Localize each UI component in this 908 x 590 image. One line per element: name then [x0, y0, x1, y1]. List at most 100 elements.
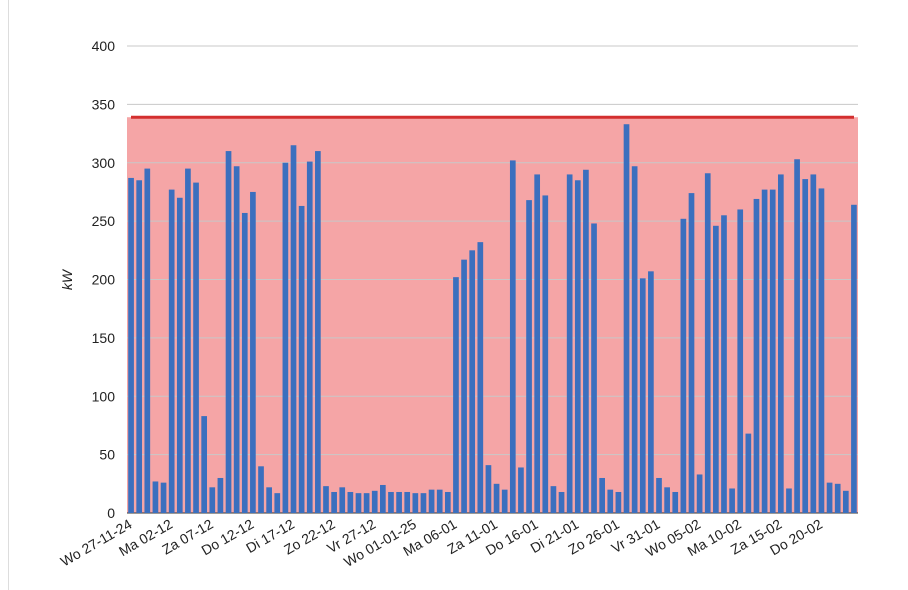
- bar: [574, 180, 581, 513]
- bar: [664, 487, 670, 513]
- bar: [851, 204, 857, 513]
- bar: [745, 433, 752, 513]
- bar: [501, 489, 508, 513]
- bar: [599, 477, 605, 513]
- bar: [721, 215, 727, 513]
- bar: [298, 205, 305, 513]
- bar: [363, 493, 370, 513]
- bar: [453, 277, 459, 513]
- bar: [282, 162, 289, 513]
- y-tick-label: 0: [107, 505, 115, 521]
- bar: [412, 493, 419, 513]
- bar: [615, 491, 622, 513]
- bar: [786, 488, 792, 513]
- bar: [217, 477, 224, 513]
- bar: [144, 168, 151, 513]
- y-axis-label: kW: [59, 268, 75, 290]
- bar: [420, 493, 427, 513]
- bar: [704, 173, 711, 513]
- bar: [241, 212, 248, 513]
- bar: [436, 489, 443, 513]
- bar: [136, 180, 143, 513]
- bar: [168, 189, 175, 514]
- bar: [404, 491, 411, 513]
- bar: [266, 487, 272, 513]
- y-tick-label: 400: [92, 38, 116, 54]
- bar: [485, 465, 492, 513]
- bar: [550, 486, 557, 513]
- bar: [656, 477, 662, 513]
- y-tick-label: 250: [92, 213, 116, 229]
- bar: [444, 491, 451, 513]
- bar: [729, 488, 735, 513]
- y-tick-label: 350: [92, 96, 116, 112]
- bar: [518, 467, 524, 513]
- bar: [193, 182, 199, 513]
- bar: [810, 174, 817, 514]
- bar: [834, 483, 841, 513]
- y-tick-label: 200: [92, 272, 116, 288]
- bar: [526, 200, 532, 514]
- bar: [566, 174, 573, 514]
- bar: [802, 179, 809, 513]
- bar: [388, 491, 394, 513]
- bar: [339, 487, 346, 513]
- bar: [509, 160, 516, 514]
- bar: [777, 174, 784, 514]
- bar: [315, 151, 321, 513]
- bar: [176, 197, 183, 513]
- bar: [672, 491, 679, 513]
- bar: [591, 223, 597, 513]
- bar: [842, 490, 849, 513]
- bar: [737, 209, 744, 513]
- bar: [355, 493, 362, 513]
- bar: [623, 124, 630, 513]
- y-tick-label: 50: [99, 447, 115, 463]
- bar: [753, 198, 760, 513]
- bar: [347, 491, 354, 513]
- bar: [631, 166, 638, 513]
- bar: [250, 191, 256, 513]
- bar: [688, 193, 695, 514]
- bar: [761, 189, 768, 514]
- bar: [209, 487, 216, 513]
- bar: [469, 250, 476, 513]
- bar: [696, 474, 703, 513]
- bar: [607, 489, 614, 513]
- bar: [160, 482, 167, 513]
- bar: [290, 145, 297, 514]
- bar: [331, 491, 337, 513]
- bar: [258, 466, 264, 513]
- bar: [534, 174, 541, 514]
- bar: [225, 151, 232, 513]
- bar: [680, 218, 687, 514]
- bar: [396, 491, 402, 513]
- bar: [542, 195, 549, 513]
- bar: [380, 484, 386, 513]
- bar: [461, 259, 467, 513]
- bar: [428, 489, 435, 513]
- y-tick-label: 300: [92, 155, 116, 171]
- bar: [639, 278, 646, 513]
- bar: [583, 169, 589, 513]
- bar: [274, 493, 281, 513]
- y-tick-label: 100: [92, 388, 116, 404]
- bar: [371, 490, 378, 513]
- bar: [323, 486, 329, 513]
- threshold-area: [127, 117, 858, 513]
- bar: [185, 168, 191, 513]
- bar: [558, 491, 565, 513]
- bar: [826, 482, 833, 513]
- bar: [477, 242, 484, 513]
- y-tick-label: 150: [92, 330, 116, 346]
- bar: [818, 188, 825, 513]
- bar: [713, 225, 719, 514]
- bar: [648, 271, 654, 513]
- bar: [233, 166, 240, 513]
- bar: [493, 483, 500, 513]
- bar: [152, 481, 159, 513]
- bar: [306, 161, 313, 513]
- bar: [769, 189, 776, 514]
- bar: [794, 159, 800, 513]
